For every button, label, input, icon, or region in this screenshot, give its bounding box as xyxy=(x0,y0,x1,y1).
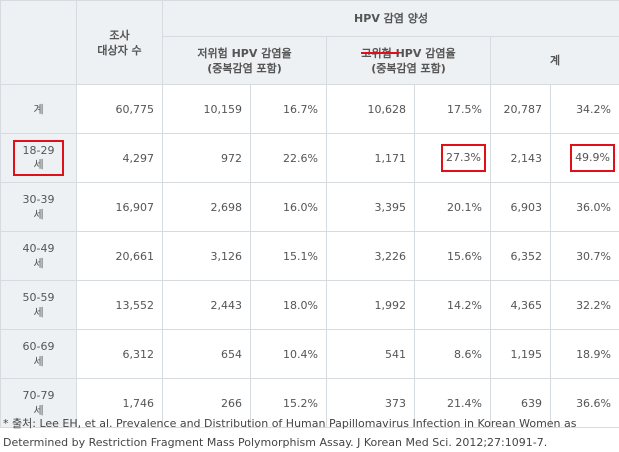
red-underline-mark xyxy=(361,51,400,54)
col-header-total: 계 xyxy=(489,36,619,85)
col-header-hpv-positive: HPV 감염 양성 xyxy=(161,0,619,37)
cell-subjects: 6,312 xyxy=(76,329,163,379)
cell-total-n: 4,365 xyxy=(490,280,551,330)
cell-total-pct: 32.2% xyxy=(549,280,619,330)
table-row: 50-59 세 13,552 2,443 18.0% 1,992 14.2% 4… xyxy=(0,280,619,330)
cell-subjects: 16,907 xyxy=(76,182,163,232)
cell-low-pct: 18.0% xyxy=(250,280,327,330)
cell-low-pct: 22.6% xyxy=(250,133,327,183)
table-row: 60-69 세 6,312 654 10.4% 541 8.6% 1,195 1… xyxy=(0,329,619,379)
cell-high-pct: 15.6% xyxy=(414,231,491,281)
cell-low-n: 266 xyxy=(162,378,251,428)
cell-high-pct: 14.2% xyxy=(414,280,491,330)
cell-total-pct: 36.0% xyxy=(549,182,619,232)
source-footnote: * 출처: Lee EH, et al. Prevalence and Dist… xyxy=(3,417,577,449)
cell-low-n: 3,126 xyxy=(162,231,251,281)
cell-low-n: 10,159 xyxy=(162,84,251,134)
table-row: 30-39 세 16,907 2,698 16.0% 3,395 20.1% 6… xyxy=(0,182,619,232)
cell-low-pct: 16.7% xyxy=(250,84,327,134)
row-label: 70-79 세 xyxy=(0,378,77,428)
row-label: 60-69 세 xyxy=(0,329,77,379)
table-body: 계 60,775 10,159 16.7% 10,628 17.5% 20,78… xyxy=(0,84,619,428)
row-label: 30-39 세 xyxy=(0,182,77,232)
table-row: 계 60,775 10,159 16.7% 10,628 17.5% 20,78… xyxy=(0,84,619,134)
cell-subjects: 20,661 xyxy=(76,231,163,281)
cell-subjects: 60,775 xyxy=(76,84,163,134)
table-row: 70-79 세 1,746 266 15.2% 373 21.4% 639 36… xyxy=(0,378,619,428)
cell-high-pct: 20.1% xyxy=(414,182,491,232)
cell-total-pct: 36.6% xyxy=(549,378,619,428)
cell-high-pct: 8.6% xyxy=(414,329,491,379)
cell-high-n: 541 xyxy=(326,329,415,379)
row-label: 50-59 세 xyxy=(0,280,77,330)
highlight-box: 18-29 세 xyxy=(12,140,65,176)
cell-subjects: 1,746 xyxy=(76,378,163,428)
cell-total-pct: 34.2% xyxy=(549,84,619,134)
cell-total-n: 20,787 xyxy=(490,84,551,134)
cell-subjects: 13,552 xyxy=(76,280,163,330)
cell-high-pct: 21.4% xyxy=(414,378,491,428)
cell-high-n: 10,628 xyxy=(326,84,415,134)
col-header-high-risk: 고위험 HPV 감염율 (중복감염 포함) xyxy=(326,36,491,85)
row-label: 계 xyxy=(0,84,77,134)
high-risk-header-label: 고위험 HPV 감염율 (중복감염 포함) xyxy=(361,46,456,75)
cell-subjects: 4,297 xyxy=(76,133,163,183)
header-row-2: 저위험 HPV 감염율 (중복감염 포함) 고위험 HPV 감염율 (중복감염 … xyxy=(1,36,619,85)
cell-low-pct: 10.4% xyxy=(250,329,327,379)
row-label: 40-49 세 xyxy=(0,231,77,281)
cell-total-n: 1,195 xyxy=(490,329,551,379)
cell-high-pct: 17.5% xyxy=(414,84,491,134)
table-row: 40-49 세 20,661 3,126 15.1% 3,226 15.6% 6… xyxy=(0,231,619,281)
highlight-box: 49.9% xyxy=(570,144,616,172)
cell-total-n: 6,903 xyxy=(490,182,551,232)
highlight-box: 27.3% xyxy=(441,144,486,172)
cell-high-pct: 27.3% xyxy=(414,133,491,183)
cell-total-pct: 18.9% xyxy=(549,329,619,379)
cell-high-n: 1,992 xyxy=(326,280,415,330)
cell-total-pct: 49.9% xyxy=(549,133,619,183)
cell-high-n: 3,395 xyxy=(326,182,415,232)
cell-total-n: 6,352 xyxy=(490,231,551,281)
cell-low-n: 654 xyxy=(162,329,251,379)
corner-cell xyxy=(0,0,77,85)
cell-low-pct: 15.1% xyxy=(250,231,327,281)
cell-high-n: 3,226 xyxy=(326,231,415,281)
cell-total-pct: 30.7% xyxy=(549,231,619,281)
cell-low-n: 972 xyxy=(162,133,251,183)
hpv-infection-table: 조사 대상자 수 HPV 감염 양성 저위험 HPV 감염율 (중복감염 포함)… xyxy=(0,0,619,428)
col-header-low-risk: 저위험 HPV 감염율 (중복감염 포함) xyxy=(162,36,327,85)
cell-total-n: 639 xyxy=(490,378,551,428)
table-row: 18-29 세 4,297 972 22.6% 1,171 27.3% 2,14… xyxy=(0,133,619,183)
col-header-subjects: 조사 대상자 수 xyxy=(76,0,163,85)
cell-low-pct: 16.0% xyxy=(250,182,327,232)
cell-high-n: 373 xyxy=(326,378,415,428)
cell-low-n: 2,443 xyxy=(162,280,251,330)
cell-high-n: 1,171 xyxy=(326,133,415,183)
cell-total-n: 2,143 xyxy=(490,133,551,183)
row-label: 18-29 세 xyxy=(0,133,77,183)
header-row-1: 조사 대상자 수 HPV 감염 양성 xyxy=(0,0,619,85)
high-risk-header-wrap: 고위험 HPV 감염율 (중복감염 포함) xyxy=(361,46,456,76)
cell-low-n: 2,698 xyxy=(162,182,251,232)
